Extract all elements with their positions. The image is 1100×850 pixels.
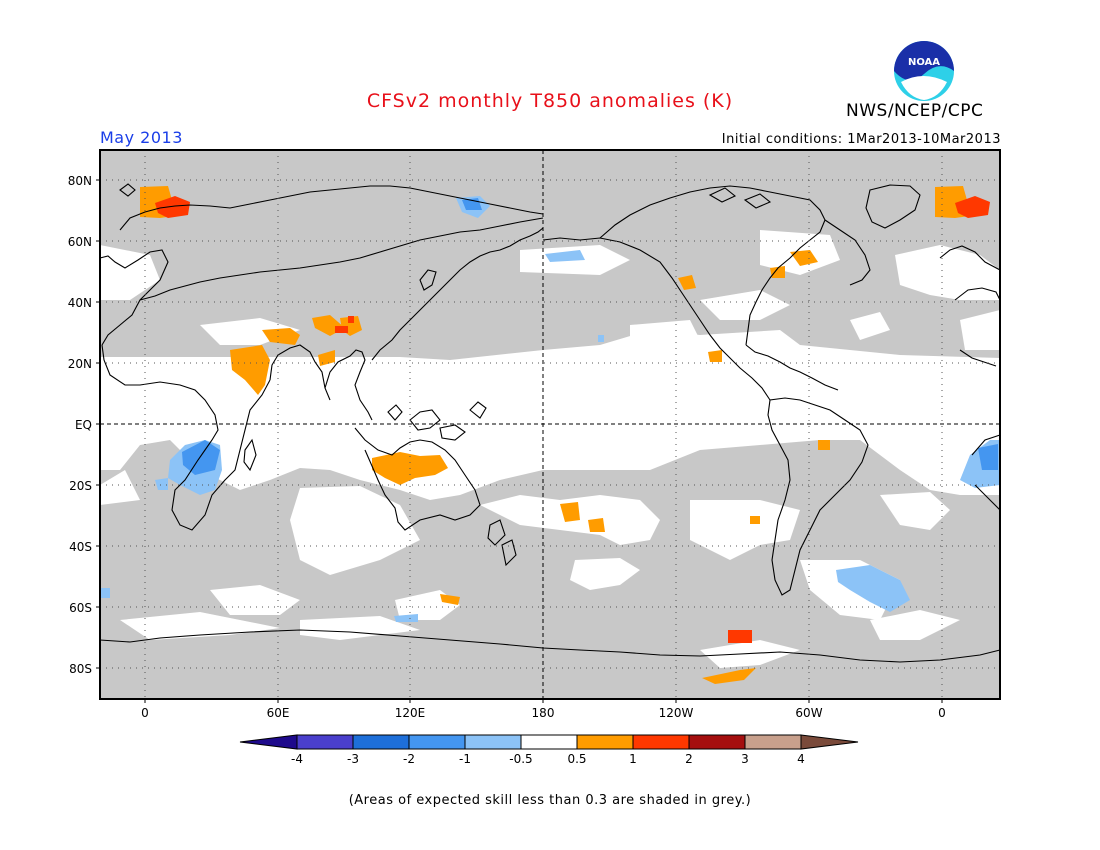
colorbar-swatch [464,734,522,750]
x-tick-label: 60E [267,706,290,720]
y-tick-label: 20N [68,357,92,371]
tick-marks [96,179,943,703]
y-tick-label: 40N [68,296,92,310]
y-tick-label: EQ [75,418,92,432]
colorbar-label: -3 [347,752,359,766]
colorbar-swatch [744,734,802,750]
colorbar-label: 3 [741,752,749,766]
colorbar-swatch [352,734,410,750]
agency-label: NWS/NCEP/CPC [846,101,984,121]
colorbar-swatch [632,734,690,750]
strong-warm-anomaly-regions [155,196,990,643]
coastlines [99,183,1001,663]
initial-conditions: Initial conditions: 1Mar2013-10Mar2013 [721,132,1001,147]
colorbar-label: -4 [291,752,303,766]
neutral-regions [100,230,1000,668]
colorbar-swatch [296,734,354,750]
y-tick-label: 20S [69,479,92,493]
x-tick-label: 180 [532,706,555,720]
map-title: CFSv2 monthly T850 anomalies (K) [366,90,734,112]
forecast-month: May 2013 [100,128,183,147]
y-tick-label: 60N [68,235,92,249]
y-tick-label: 60S [69,601,92,615]
colorbar [239,734,859,750]
gridlines [100,150,1000,699]
colorbar-label: 0.5 [567,752,586,766]
x-tick-label: 60W [795,706,822,720]
y-tick-label: 80N [68,174,92,188]
noaa-logo-text: NOAA [908,57,940,68]
colorbar-swatch [520,734,578,750]
y-tick-label: 40S [69,540,92,554]
skill-footnote: (Areas of expected skill less than 0.3 a… [348,793,752,808]
colorbar-label: 1 [629,752,637,766]
colorbar-swatch [576,734,634,750]
colorbar-label: -0.5 [509,752,532,766]
x-tick-label: 120E [395,706,426,720]
colorbar-label: 2 [685,752,693,766]
colorbar-swatch [408,734,466,750]
x-tick-label: 0 [938,706,946,720]
y-tick-label: 80S [69,662,92,676]
colorbar-label: -1 [459,752,471,766]
colorbar-arrow-high [800,734,859,750]
colorbar-swatch [688,734,746,750]
colorbar-label: -2 [403,752,415,766]
noaa-logo: NOAA [894,41,954,101]
x-tick-label: 120W [659,706,694,720]
colorbar-label: 4 [797,752,805,766]
x-tick-label: 0 [141,706,149,720]
colorbar-arrow-low [239,734,298,750]
